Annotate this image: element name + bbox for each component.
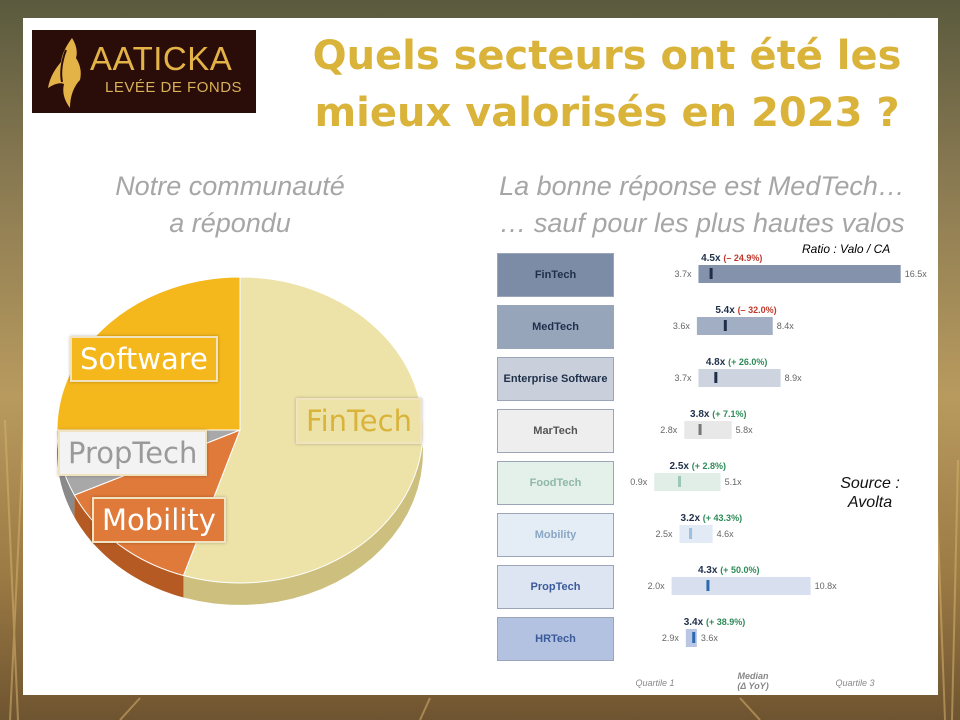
- median-value: 4.8x: [705, 357, 729, 368]
- right-subtitle: La bonne réponse est MedTech… … sauf pou…: [452, 168, 952, 242]
- left-subtitle: Notre communauté a répondu: [60, 168, 400, 242]
- aaticka-logo: AATICKA LEVÉE DE FONDS: [32, 30, 256, 113]
- left-subtitle-line-2: a répondu: [169, 208, 291, 238]
- source-line-2: Avolta: [847, 494, 893, 511]
- median-value: 2.5x: [669, 461, 692, 472]
- q1-label: 2.9x: [661, 633, 679, 643]
- pie-label-fintech: FinTech: [296, 398, 422, 444]
- left-subtitle-line-1: Notre communauté: [115, 171, 345, 201]
- ratio-note: Ratio : Valo / CA: [802, 242, 891, 256]
- range-bar-mobility: [679, 525, 713, 543]
- median-label: 3.8x (+ 7.1%): [690, 404, 747, 422]
- median-label: 4.3x (+ 50.0%): [698, 560, 760, 578]
- q1-label: 3.7x: [674, 373, 692, 383]
- range-bar-martech: [684, 421, 732, 439]
- q1-label: 3.6x: [672, 321, 690, 331]
- category-box-proptech: PropTech: [497, 565, 614, 609]
- yoy-change: (+ 50.0%): [720, 565, 760, 575]
- category-box-fintech: FinTech: [497, 253, 614, 297]
- right-subtitle-line-1: La bonne réponse est MedTech…: [499, 171, 905, 201]
- median-value: 5.4x: [715, 305, 738, 316]
- pie-side-mobility: [74, 495, 184, 598]
- page-title: Quels secteurs ont été les mieux valoris…: [262, 28, 952, 142]
- pie-label-software: Software: [70, 336, 218, 382]
- footer-quartile-1: Quartile 1: [635, 678, 675, 688]
- q3-label: 8.9x: [784, 373, 802, 383]
- footer-quartile-3: Quartile 3: [835, 678, 875, 688]
- pie-label-mobility: Mobility: [92, 497, 226, 543]
- median-mark-foodtech: [678, 476, 681, 487]
- q3-label: 10.8x: [814, 581, 837, 591]
- range-bar-fintech: [698, 265, 901, 283]
- category-box-martech: MarTech: [497, 409, 614, 453]
- q1-label: 2.5x: [655, 529, 673, 539]
- pie-label-proptech: PropTech: [58, 430, 208, 476]
- yoy-change: (+ 43.3%): [702, 513, 743, 523]
- category-box-mobility: Mobility: [497, 513, 614, 557]
- range-bar-hrtech: [685, 629, 697, 647]
- range-bar-enterprise-software: [698, 369, 781, 387]
- footer-median-line-1: Median: [737, 671, 769, 681]
- yoy-change: (+ 38.9%): [705, 617, 746, 627]
- valuation-ratio-chart: [654, 265, 901, 647]
- yoy-change: (– 24.9%): [723, 253, 763, 263]
- category-box-medtech: MedTech: [497, 305, 614, 349]
- pie-side-proptech: [57, 430, 75, 518]
- median-mark-medtech: [723, 320, 727, 331]
- median-label: 4.5x (– 24.9%): [701, 248, 762, 266]
- q1-label: 2.0x: [647, 581, 665, 591]
- category-box-hrtech: HRTech: [497, 617, 614, 661]
- source-line-1: Source :: [840, 475, 900, 492]
- yoy-change: (+ 2.8%): [691, 461, 727, 471]
- right-subtitle-line-2: … sauf pour les plus hautes valos: [499, 208, 905, 238]
- median-mark-proptech: [706, 580, 710, 591]
- median-value: 4.3x: [697, 565, 721, 576]
- q1-label: 3.7x: [674, 269, 692, 279]
- title-line-1: Quels secteurs ont été les: [312, 33, 902, 79]
- median-mark-enterprise-software: [714, 372, 718, 383]
- category-box-foodtech: FoodTech: [497, 461, 614, 505]
- q3-label: 16.5x: [904, 269, 927, 279]
- footer-median-line-2: (Δ YoY): [737, 681, 769, 691]
- median-mark-fintech: [709, 268, 713, 279]
- q3-label: 3.6x: [700, 633, 718, 643]
- range-bar-proptech: [671, 577, 811, 595]
- q3-label: 8.4x: [776, 321, 794, 331]
- yoy-change: (– 32.0%): [737, 305, 777, 315]
- q3-label: 5.8x: [735, 425, 753, 435]
- q1-label: 0.9x: [630, 477, 648, 487]
- yoy-change: (+ 26.0%): [728, 357, 768, 367]
- median-label: 2.5x (+ 2.8%): [670, 456, 727, 474]
- median-value: 3.4x: [683, 617, 706, 628]
- range-bar-foodtech: [654, 473, 721, 491]
- median-label: 4.8x (+ 26.0%): [706, 352, 768, 370]
- horse-head-icon: [48, 38, 81, 108]
- range-bar-medtech: [696, 317, 773, 335]
- median-value: 3.2x: [680, 513, 703, 524]
- source-note: Source : Avolta: [820, 474, 920, 512]
- median-mark-hrtech: [692, 632, 696, 643]
- q3-label: 5.1x: [724, 477, 742, 487]
- q3-label: 4.6x: [716, 529, 734, 539]
- median-label: 3.2x (+ 43.3%): [681, 508, 743, 526]
- logo-name: AATICKA: [90, 40, 233, 77]
- median-label: 5.4x (– 32.0%): [715, 300, 776, 318]
- title-line-2: mieux valorisés en 2023 ?: [314, 90, 900, 136]
- median-value: 4.5x: [701, 253, 724, 264]
- q1-label: 2.8x: [660, 425, 678, 435]
- median-value: 3.8x: [690, 409, 713, 420]
- median-mark-mobility: [689, 528, 693, 539]
- yoy-change: (+ 7.1%): [712, 409, 747, 419]
- logo-subtitle: LEVÉE DE FONDS: [105, 79, 243, 96]
- median-mark-martech: [698, 424, 702, 435]
- category-box-enterprise-software: Enterprise Software: [497, 357, 614, 401]
- footer-median: Median (Δ YoY): [718, 671, 788, 691]
- median-label: 3.4x (+ 38.9%): [684, 612, 746, 630]
